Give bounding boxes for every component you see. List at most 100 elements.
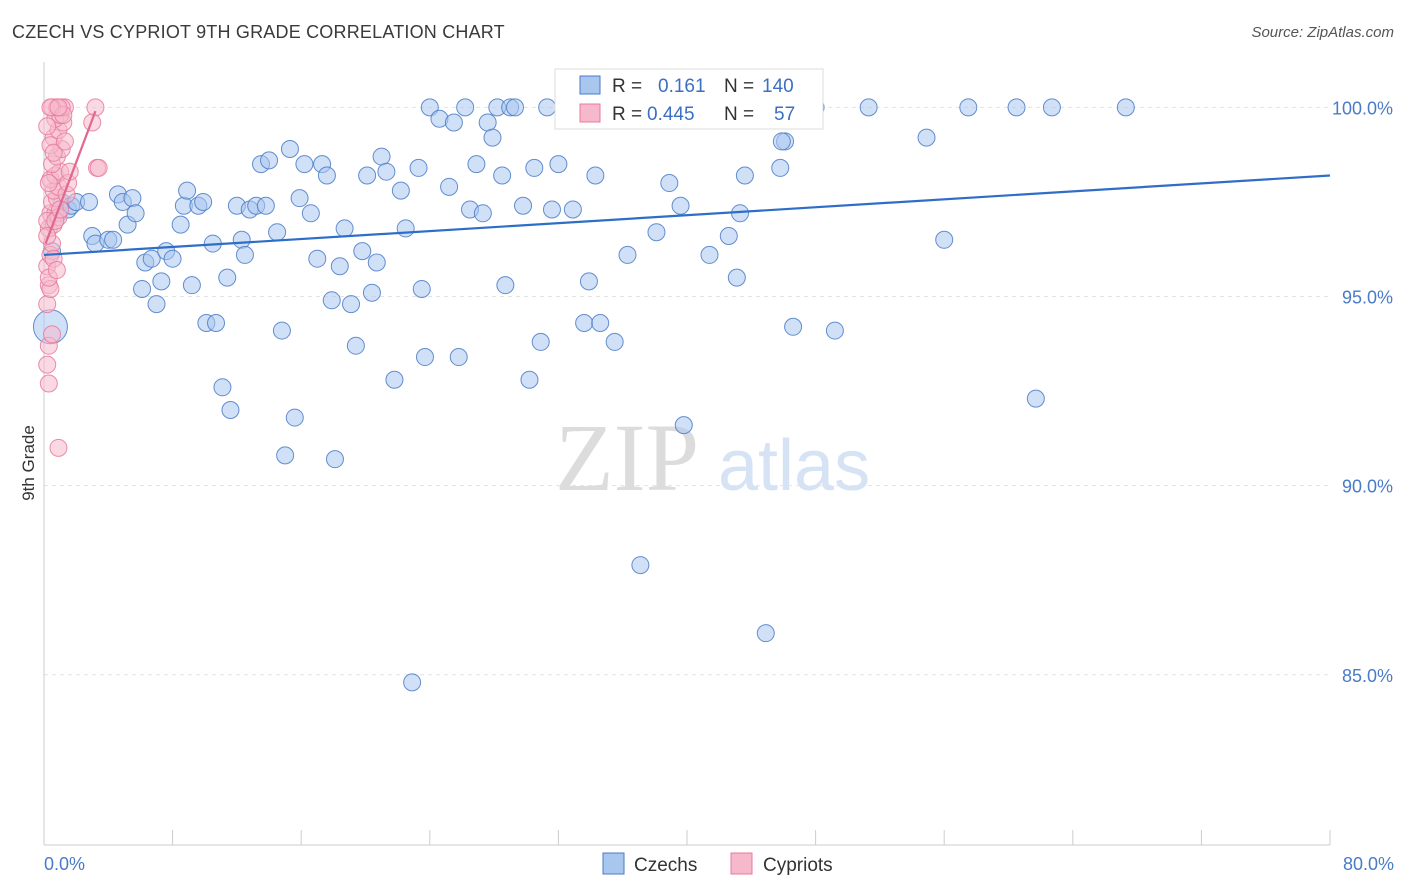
point-cypriots-44	[44, 143, 63, 162]
point-czechs-98	[579, 272, 598, 291]
point-czechs-70	[403, 673, 422, 692]
point-czechs-55	[322, 291, 341, 310]
point-czechs-100	[591, 314, 610, 332]
point-czechs-127	[959, 98, 978, 117]
point-czechs-35	[221, 401, 240, 419]
y-tick-label-3: 100.0%	[1332, 98, 1393, 118]
point-czechs-77	[449, 348, 468, 367]
point-cypriots-49	[39, 174, 58, 193]
point-czechs-58	[335, 219, 354, 238]
point-czechs-93	[538, 98, 557, 117]
point-czechs-43	[260, 151, 279, 170]
bottom-legend: Czechs Cypriots	[602, 852, 833, 876]
point-czechs-118	[756, 624, 775, 643]
trendline-czechs	[43, 174, 1331, 257]
point-czechs-99	[586, 166, 605, 185]
legend-swatch-czechs	[579, 75, 601, 95]
chart-title: CZECH VS CYPRIOT 9TH GRADE CORRELATION C…	[12, 22, 505, 42]
point-czechs-114	[727, 268, 746, 287]
point-czechs-126	[935, 230, 954, 249]
point-czechs-111	[700, 245, 719, 264]
point-czechs-88	[505, 98, 524, 117]
legend-swatch-cypriots	[579, 103, 601, 123]
point-czechs-131	[1116, 98, 1135, 117]
point-czechs-105	[647, 223, 666, 242]
point-czechs-51	[301, 204, 320, 223]
point-czechs-95	[549, 155, 568, 174]
x-tick-label-max: 80.0%	[1343, 854, 1394, 874]
legend-r-label-cypriots: R =	[612, 104, 642, 125]
point-czechs-37	[232, 230, 251, 249]
point-czechs-57	[330, 257, 349, 276]
legend-n-value-cypriots: 57	[774, 104, 795, 125]
point-czechs-89	[514, 196, 533, 215]
point-czechs-69	[396, 219, 415, 238]
point-czechs-101	[605, 332, 624, 351]
point-czechs-34	[218, 268, 237, 287]
point-czechs-47	[280, 140, 299, 158]
point-cypriots-56	[89, 158, 108, 177]
point-cypriots-35	[49, 438, 68, 457]
point-czechs-86	[496, 276, 515, 295]
point-czechs-132	[412, 279, 431, 298]
point-czechs-23	[163, 249, 182, 268]
grid-lines	[44, 106, 1330, 676]
point-czechs-97	[575, 314, 594, 332]
y-tick-label-2: 95.0%	[1342, 288, 1393, 308]
point-czechs-49	[290, 189, 309, 208]
point-czechs-76	[444, 113, 463, 132]
point-czechs-29	[194, 192, 213, 211]
series-czechs-points	[32, 98, 1135, 692]
point-czechs-67	[385, 370, 404, 389]
point-czechs-15	[123, 189, 142, 208]
point-czechs-65	[372, 147, 391, 166]
point-cypriots-55	[49, 98, 68, 117]
legend-n-label-czechs: N =	[724, 76, 754, 97]
point-czechs-50	[295, 155, 314, 174]
point-czechs-38	[235, 245, 254, 264]
point-czechs-90	[520, 370, 539, 389]
point-czechs-119	[771, 158, 790, 177]
point-czechs-125	[917, 128, 936, 147]
axes	[43, 62, 1331, 846]
point-czechs-81	[473, 204, 492, 223]
legend-r-value-czechs: 0.161	[658, 76, 706, 97]
point-czechs-24	[171, 215, 190, 234]
point-czechs-27	[182, 276, 201, 295]
point-cypriots-0	[38, 355, 57, 374]
legend-box: R = 0.161 N = 140 R = 0.445 N = 57	[554, 68, 824, 130]
series-cypriots-points	[38, 98, 108, 457]
point-cypriots-54	[55, 132, 74, 151]
point-czechs-85	[493, 166, 512, 185]
point-czechs-19	[142, 249, 161, 268]
point-czechs-7	[80, 192, 99, 211]
bottom-legend-swatch-czechs	[602, 852, 625, 875]
point-czechs-106	[660, 174, 679, 193]
point-czechs-48	[285, 408, 304, 427]
watermark-atlas: atlas	[718, 426, 870, 506]
chart-source: Source: ZipAtlas.com	[1251, 24, 1394, 41]
point-cypriots-3	[38, 295, 57, 314]
legend-n-value-czechs: 140	[762, 76, 794, 97]
point-czechs-59	[342, 295, 361, 314]
point-czechs-44	[268, 223, 287, 242]
trendline-cypriots	[44, 110, 97, 244]
point-czechs-103	[631, 556, 650, 575]
point-czechs-72	[415, 348, 434, 367]
point-czechs-108	[674, 416, 693, 435]
point-czechs-32	[207, 314, 226, 332]
point-czechs-83	[483, 128, 502, 147]
point-czechs-82	[478, 113, 497, 132]
point-czechs-52	[308, 249, 327, 268]
point-czechs-121	[784, 317, 803, 336]
point-czechs-21	[152, 272, 171, 291]
bottom-legend-label-czechs: Czechs	[634, 855, 697, 876]
point-czechs-107	[671, 196, 690, 215]
point-czechs-54	[317, 166, 336, 185]
x-tick-label-min: 0.0%	[44, 854, 85, 874]
point-czechs-33	[213, 378, 232, 397]
point-czechs-11	[104, 230, 123, 249]
point-cypriots-53	[38, 117, 57, 136]
point-czechs-46	[276, 446, 295, 465]
